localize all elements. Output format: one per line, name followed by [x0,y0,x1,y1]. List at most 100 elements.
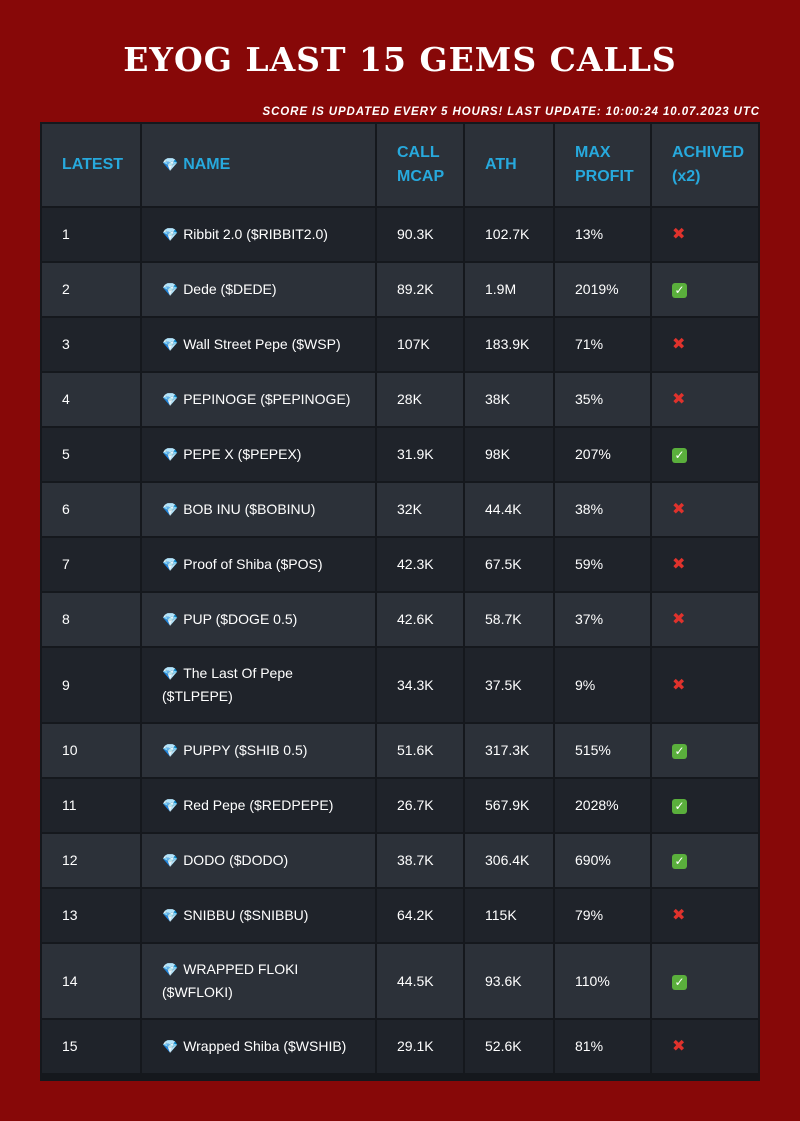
row-achived: ✖ [652,208,758,261]
row-number: 11 [42,779,140,832]
row-number: 13 [42,889,140,942]
row-name: Wall Street Pepe ($WSP) [183,336,341,352]
row-ath: 102.7K [465,208,553,261]
row-number: 10 [42,724,140,777]
row-ath: 317.3K [465,724,553,777]
row-name: Ribbit 2.0 ($RIBBIT2.0) [183,226,328,242]
row-call-mcap: 90.3K [377,208,463,261]
row-call-mcap: 29.1K [377,1020,463,1073]
row-name: WRAPPED FLOKI ($WFLOKI) [162,961,299,1000]
table-row: 10 💎 PUPPY ($SHIB 0.5) 51.6K 317.3K 515% ✓ [42,724,758,777]
row-achived: ✖ [652,483,758,536]
gem-icon: 💎 [162,227,179,242]
table-row: 2 💎 Dede ($DEDE) 89.2K 1.9M 2019% ✓ [42,263,758,316]
row-number: 4 [42,373,140,426]
header-max-profit: MAX PROFIT [555,124,650,206]
row-max-profit: 9% [555,648,650,722]
check-icon: ✓ [672,448,687,463]
row-number: 15 [42,1020,140,1073]
row-ath: 567.9K [465,779,553,832]
check-icon: ✓ [672,974,687,990]
row-number: 2 [42,263,140,316]
gem-icon: 💎 [162,612,179,627]
row-number: 12 [42,834,140,887]
row-name: Proof of Shiba ($POS) [183,556,323,572]
row-ath: 98K [465,428,553,481]
row-call-mcap: 32K [377,483,463,536]
cross-icon: ✖ [672,501,686,518]
cross-icon: ✖ [672,391,686,408]
row-call-mcap: 31.9K [377,428,463,481]
row-max-profit: 2028% [555,779,650,832]
row-number: 14 [42,944,140,1018]
row-max-profit: 207% [555,428,650,481]
row-name-cell: 💎 Dede ($DEDE) [142,263,375,316]
check-icon: ✓ [672,799,687,814]
row-call-mcap: 89.2K [377,263,463,316]
cross-icon: ✖ [672,556,686,573]
row-number: 1 [42,208,140,261]
row-ath: 1.9M [465,263,553,316]
row-call-mcap: 26.7K [377,779,463,832]
row-name-cell: 💎 Wall Street Pepe ($WSP) [142,318,375,371]
row-ath: 183.9K [465,318,553,371]
gem-icon: 💎 [162,1039,179,1054]
row-name-cell: 💎 WRAPPED FLOKI ($WFLOKI) [142,944,375,1018]
gem-icon: 💎 [162,392,179,407]
row-achived: ✖ [652,538,758,591]
row-max-profit: 81% [555,1020,650,1073]
gem-icon: 💎 [162,666,179,681]
table-row: 8 💎 PUP ($DOGE 0.5) 42.6K 58.7K 37% ✖ [42,593,758,646]
update-notice: SCORE IS UPDATED EVERY 5 HOURS! LAST UPD… [262,106,760,118]
row-call-mcap: 38.7K [377,834,463,887]
table-row: 9 💎 The Last Of Pepe ($TLPEPE) 34.3K 37.5K 9%… [42,648,758,722]
table-row: 5 💎 PEPE X ($PEPEX) 31.9K 98K 207% ✓ [42,428,758,481]
row-name-cell: 💎 PUP ($DOGE 0.5) [142,593,375,646]
gem-icon: 💎 [162,157,179,172]
gem-icon: 💎 [162,282,179,297]
header-ath: ATH [465,124,553,206]
table-header-row: LATEST 💎 NAME CALL MCAP ATH MAX PROFIT AC… [42,124,758,206]
row-ath: 306.4K [465,834,553,887]
row-achived: ✖ [652,1020,758,1073]
row-call-mcap: 34.3K [377,648,463,722]
header-name-label: NAME [183,156,231,173]
row-name-cell: 💎 The Last Of Pepe ($TLPEPE) [142,648,375,722]
row-name: BOB INU ($BOBINU) [183,501,316,517]
gem-icon: 💎 [162,962,179,977]
row-max-profit: 71% [555,318,650,371]
row-max-profit: 110% [555,944,650,1018]
table-row: 3 💎 Wall Street Pepe ($WSP) 107K 183.9K 71% ✖ [42,318,758,371]
row-name-cell: 💎 Ribbit 2.0 ($RIBBIT2.0) [142,208,375,261]
row-number: 5 [42,428,140,481]
table-row: 15 💎 Wrapped Shiba ($WSHIB) 29.1K 52.6K 81% ✖ [42,1020,758,1073]
table-row: 14 💎 WRAPPED FLOKI ($WFLOKI) 44.5K 93.6K 110%… [42,944,758,1018]
gem-icon: 💎 [162,447,179,462]
row-achived: ✓ [652,779,758,832]
row-call-mcap: 42.3K [377,538,463,591]
table-row: 4 💎 PEPINOGE ($PEPINOGE) 28K 38K 35% ✖ [42,373,758,426]
row-number: 8 [42,593,140,646]
row-name: The Last Of Pepe ($TLPEPE) [162,665,293,704]
row-ath: 58.7K [465,593,553,646]
row-number: 3 [42,318,140,371]
table-row: 6 💎 BOB INU ($BOBINU) 32K 44.4K 38% ✖ [42,483,758,536]
row-name: Red Pepe ($REDPEPE) [183,797,334,813]
row-achived: ✓ [652,428,758,481]
header-call-mcap: CALL MCAP [377,124,463,206]
row-number: 6 [42,483,140,536]
row-ath: 37.5K [465,648,553,722]
row-achived: ✖ [652,648,758,722]
row-max-profit: 515% [555,724,650,777]
row-call-mcap: 51.6K [377,724,463,777]
gem-icon: 💎 [162,798,179,813]
gem-icon: 💎 [162,743,179,758]
cross-icon: ✖ [672,1038,686,1055]
row-number: 9 [42,648,140,722]
row-achived: ✓ [652,263,758,316]
gem-icon: 💎 [162,557,179,572]
check-icon: ✓ [672,854,687,869]
row-max-profit: 35% [555,373,650,426]
row-name: PEPE X ($PEPEX) [183,446,302,462]
cross-icon: ✖ [672,611,686,628]
